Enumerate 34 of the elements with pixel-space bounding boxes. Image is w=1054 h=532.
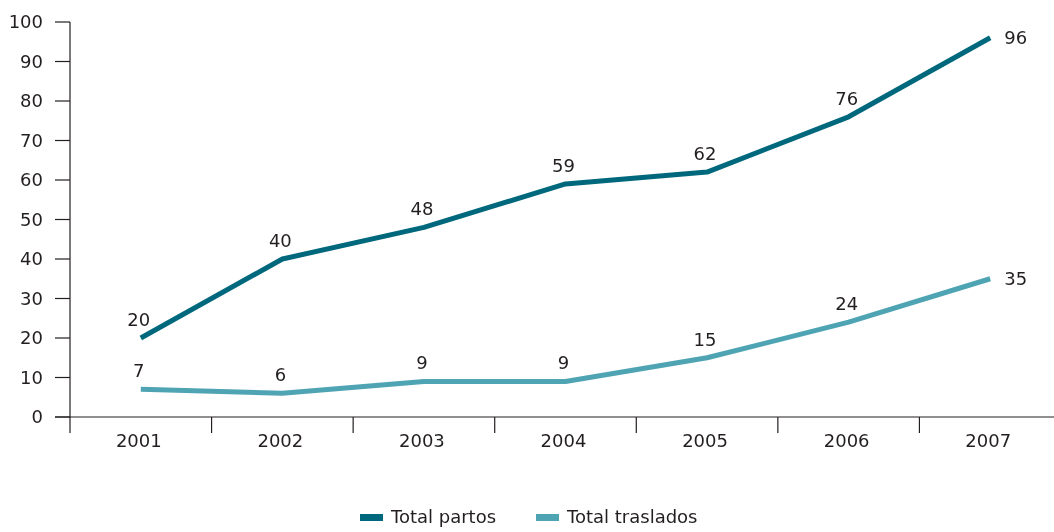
x-tick-label: 2007 (965, 430, 1012, 451)
y-tick-label: 50 (20, 208, 43, 230)
data-label: 15 (693, 328, 717, 350)
data-label: 9 (416, 352, 428, 374)
data-label: 7 (133, 360, 145, 382)
y-tick-label: 30 (20, 287, 43, 309)
legend-label: Total partos (390, 506, 497, 528)
x-tick-label: 2002 (257, 430, 304, 451)
data-label: 9 (557, 352, 570, 374)
y-tick-label: 80 (20, 90, 43, 112)
y-tick-label: 40 (20, 248, 43, 270)
y-tick-label: 90 (20, 50, 43, 72)
y-tick-label: 100 (8, 11, 43, 33)
data-label: 48 (410, 198, 434, 220)
y-tick-label: 10 (20, 366, 43, 388)
legend-label: Total traslados (566, 506, 698, 528)
data-label: 35 (1004, 267, 1028, 289)
data-label: 20 (127, 309, 151, 330)
data-label: 76 (835, 87, 859, 109)
x-tick-label: 2001 (115, 430, 162, 451)
y-tick-label: 0 (31, 406, 43, 428)
data-label: 6 (274, 364, 287, 386)
y-tick-label: 70 (20, 129, 43, 151)
x-tick-label: 2005 (682, 430, 728, 451)
data-label: 24 (835, 293, 859, 315)
data-label: 62 (693, 143, 717, 165)
y-tick-label: 20 (20, 327, 43, 349)
data-label: 40 (268, 230, 292, 251)
x-tick-label: 2003 (399, 430, 445, 451)
x-tick-label: 2004 (540, 430, 587, 451)
y-tick-label: 60 (20, 169, 43, 191)
data-label: 59 (552, 154, 575, 176)
data-label: 96 (1004, 26, 1028, 48)
x-tick-label: 2006 (823, 430, 870, 451)
